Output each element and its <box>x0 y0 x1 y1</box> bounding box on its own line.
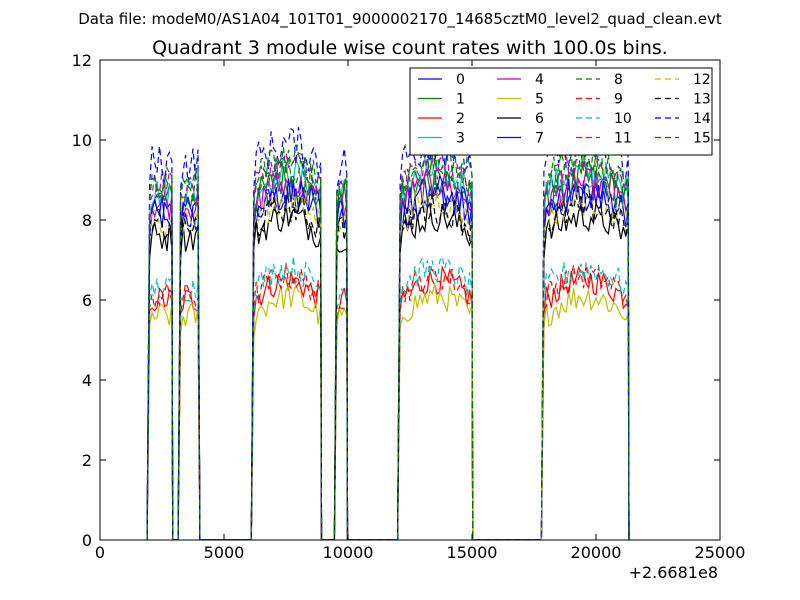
series-line-0 <box>146 179 630 540</box>
series-line-9 <box>146 261 630 540</box>
series-line-3 <box>146 156 630 540</box>
y-tick-label: 2 <box>82 451 92 470</box>
y-tick-label: 10 <box>72 131 92 150</box>
figure-suptitle: Data file: modeM0/AS1A04_101T01_90000021… <box>78 10 722 29</box>
legend-label-7: 7 <box>535 131 544 147</box>
x-tick-label: 0 <box>95 543 105 562</box>
series-line-14 <box>146 125 630 540</box>
series-line-5 <box>146 283 630 540</box>
legend-label-6: 6 <box>535 111 544 127</box>
legend-label-14: 14 <box>693 111 711 127</box>
legend-label-3: 3 <box>456 131 465 147</box>
x-tick-label: 5000 <box>204 543 245 562</box>
series-line-11 <box>146 147 630 540</box>
legend-label-4: 4 <box>535 72 544 88</box>
x-tick-label: 15000 <box>447 543 498 562</box>
series-line-6 <box>146 201 630 540</box>
series-line-10 <box>146 255 630 540</box>
legend-label-8: 8 <box>614 72 623 88</box>
y-tick-label: 0 <box>82 531 92 550</box>
legend-label-5: 5 <box>535 92 544 108</box>
y-tick-label: 12 <box>72 51 92 70</box>
legend-label-15: 15 <box>693 131 711 147</box>
legend-label-2: 2 <box>456 111 465 127</box>
series-line-4 <box>146 167 630 540</box>
legend-label-11: 11 <box>614 131 632 147</box>
series-line-13 <box>146 190 630 540</box>
y-tick-label: 6 <box>82 291 92 310</box>
series-line-12 <box>146 184 630 540</box>
y-tick-label: 4 <box>82 371 92 390</box>
legend-label-12: 12 <box>693 72 711 88</box>
chart-title: Quadrant 3 module wise count rates with … <box>152 37 668 59</box>
x-tick-label: 10000 <box>323 543 374 562</box>
legend-label-0: 0 <box>456 72 465 88</box>
series-line-7 <box>146 173 630 540</box>
legend-label-13: 13 <box>693 92 711 108</box>
legend-label-10: 10 <box>614 111 632 127</box>
y-tick-label: 8 <box>82 211 92 230</box>
series-layer <box>146 125 630 540</box>
legend-label-9: 9 <box>614 92 623 108</box>
legend-box <box>409 67 713 156</box>
legend-label-1: 1 <box>456 92 465 108</box>
x-tick-label: 20000 <box>571 543 622 562</box>
x-tick-label: 25000 <box>695 543 746 562</box>
x-offset-label: +2.6681e8 <box>629 563 718 582</box>
